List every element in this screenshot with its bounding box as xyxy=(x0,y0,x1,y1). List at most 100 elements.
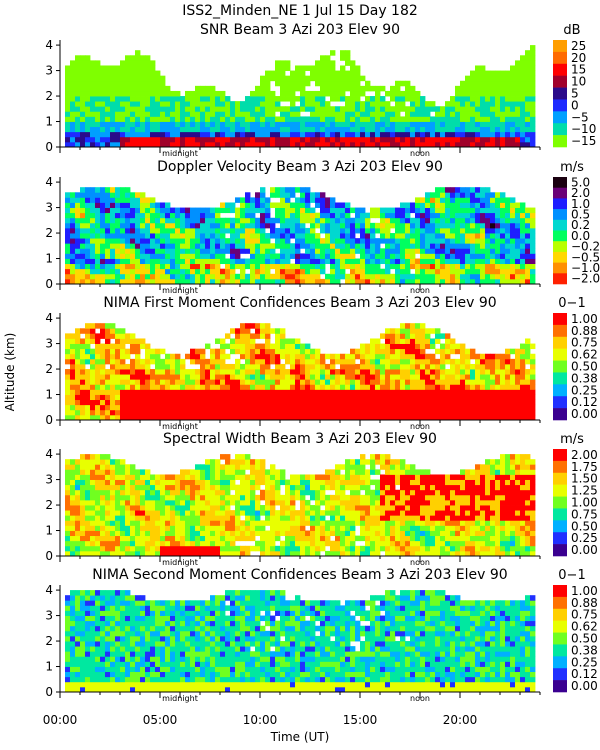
heatmap-cell xyxy=(490,70,496,77)
heatmap-cell xyxy=(215,227,221,234)
colorbar-swatch xyxy=(553,408,567,421)
heatmap-cell xyxy=(315,202,321,208)
heatmap-cell xyxy=(85,399,91,406)
heatmap-cell xyxy=(285,414,291,421)
heatmap-cell xyxy=(315,222,321,229)
heatmap-cell xyxy=(395,227,401,234)
heatmap-cell xyxy=(510,136,516,143)
heatmap-cell xyxy=(65,212,71,219)
heatmap-cell xyxy=(100,192,106,198)
heatmap-cell xyxy=(255,248,261,254)
heatmap-cell xyxy=(150,474,156,480)
heatmap-cell xyxy=(505,273,511,280)
heatmap-cell xyxy=(320,409,326,416)
heatmap-cell xyxy=(280,268,286,275)
heatmap-cell xyxy=(400,328,406,334)
heatmap-cell xyxy=(455,343,461,350)
heatmap-cell xyxy=(525,50,531,56)
heatmap-cell xyxy=(315,192,321,198)
heatmap-cell xyxy=(150,70,156,77)
heatmap-cell xyxy=(505,212,511,219)
heatmap-cell xyxy=(155,202,161,208)
heatmap-cell xyxy=(275,106,281,112)
heatmap-cell xyxy=(90,253,96,259)
heatmap-cell xyxy=(375,238,381,244)
heatmap-cell xyxy=(185,136,191,143)
heatmap-cell xyxy=(375,90,381,97)
heatmap-cell xyxy=(480,374,486,380)
heatmap-cell xyxy=(120,207,126,214)
heatmap-cell xyxy=(165,414,171,421)
heatmap-cell xyxy=(80,55,86,61)
y-tick-label: 0 xyxy=(45,277,53,291)
heatmap-cell xyxy=(70,374,76,380)
heatmap-cell xyxy=(80,454,86,460)
heatmap-cell xyxy=(515,227,521,234)
heatmap-cell xyxy=(105,505,111,511)
heatmap-cell xyxy=(130,258,136,265)
heatmap-cell xyxy=(270,278,276,285)
heatmap-cell xyxy=(135,278,141,285)
heatmap-cell xyxy=(115,222,121,229)
heatmap-cell xyxy=(155,227,161,234)
heatmap-cell xyxy=(280,258,286,265)
heatmap-cell xyxy=(435,379,441,385)
heatmap-cell xyxy=(165,233,171,239)
y-tick-label: 4 xyxy=(45,175,53,189)
heatmap-cell xyxy=(155,379,161,385)
heatmap-cell xyxy=(135,192,141,198)
heatmap-cell xyxy=(340,75,346,82)
heatmap-cell xyxy=(95,121,101,128)
heatmap-cell xyxy=(455,111,461,117)
heatmap-cell xyxy=(110,399,116,406)
heatmap-cell xyxy=(305,106,311,112)
heatmap-cell xyxy=(65,121,71,128)
heatmap-cell xyxy=(170,505,176,511)
colorbar-swatch xyxy=(553,198,567,210)
heatmap-cell xyxy=(325,197,331,203)
heatmap-cell xyxy=(255,353,261,360)
heatmap-cell xyxy=(75,384,81,390)
heatmap-cell xyxy=(220,394,226,401)
heatmap-cell xyxy=(180,384,186,390)
heatmap-cell xyxy=(155,389,161,395)
heatmap-cell xyxy=(75,212,81,219)
heatmap-cell xyxy=(85,217,91,224)
heatmap-cell xyxy=(305,202,311,208)
heatmap-cell xyxy=(180,258,186,265)
heatmap-cell xyxy=(310,227,316,234)
heatmap-cell xyxy=(120,70,126,77)
heatmap-cell xyxy=(335,106,341,112)
heatmap-cell xyxy=(525,243,531,249)
heatmap-cell xyxy=(180,394,186,401)
heatmap-cell xyxy=(415,353,421,360)
heatmap-cell xyxy=(105,479,111,486)
heatmap-cell xyxy=(385,374,391,380)
heatmap-cell xyxy=(70,90,76,97)
heatmap-cell xyxy=(120,374,126,380)
heatmap-cell xyxy=(410,258,416,265)
heatmap-cell xyxy=(430,248,436,254)
heatmap-cell xyxy=(520,253,526,259)
heatmap-cell xyxy=(470,363,476,370)
heatmap-cell xyxy=(405,394,411,401)
heatmap-cell xyxy=(120,338,126,344)
heatmap-cell xyxy=(85,263,91,270)
heatmap-cell xyxy=(130,550,136,557)
heatmap-cell xyxy=(430,404,436,411)
heatmap-cell xyxy=(525,263,531,270)
heatmap-cell xyxy=(510,358,516,365)
heatmap-cell xyxy=(410,353,416,360)
heatmap-cell xyxy=(505,85,511,92)
heatmap-cell xyxy=(200,227,206,234)
heatmap-cell xyxy=(245,379,251,385)
heatmap-cell xyxy=(420,126,426,133)
heatmap-cell xyxy=(505,253,511,259)
heatmap-cell xyxy=(435,278,441,285)
heatmap-cell xyxy=(355,90,361,97)
heatmap-cell xyxy=(525,379,531,385)
heatmap-cell xyxy=(85,273,91,280)
heatmap-cell xyxy=(120,187,126,193)
heatmap-cell xyxy=(65,273,71,280)
heatmap-cell xyxy=(250,323,256,329)
